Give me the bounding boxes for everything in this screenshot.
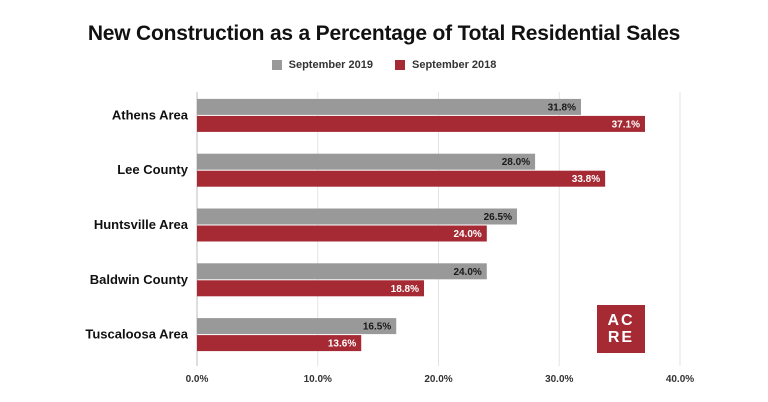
category-label-baldwin-county: Baldwin County xyxy=(90,272,189,287)
x-tick-label-2: 20.0% xyxy=(424,374,452,385)
logo-line-2: RE xyxy=(607,329,635,346)
chart-title: New Construction as a Percentage of Tota… xyxy=(87,22,681,45)
bar-september-2019-athens-area xyxy=(197,98,581,115)
bar-september-2018-huntsville-area xyxy=(197,225,487,242)
legend-swatch-2018 xyxy=(395,60,405,70)
data-label-september-2019-athens-area: 31.8% xyxy=(548,102,576,113)
bar-september-2019-baldwin-county xyxy=(197,263,487,280)
logo-line-1: AC xyxy=(607,312,635,329)
data-label-september-2019-lee-county: 28.0% xyxy=(502,157,530,168)
category-label-athens-area: Athens Area xyxy=(112,107,189,122)
legend-item-2018: September 2018 xyxy=(395,59,496,71)
bar-september-2019-lee-county xyxy=(197,153,536,170)
bar-september-2018-tuscaloosa-area xyxy=(197,335,362,352)
x-tick-label-0: 0.0% xyxy=(186,374,209,385)
category-label-lee-county: Lee County xyxy=(117,162,189,177)
bar-september-2019-tuscaloosa-area xyxy=(197,318,397,335)
data-label-september-2019-baldwin-county: 24.0% xyxy=(453,267,481,278)
legend-item-2019: September 2019 xyxy=(271,59,373,71)
chart-legend: September 2019 September 2018 xyxy=(0,59,768,71)
legend-label-2019: September 2019 xyxy=(288,59,373,71)
legend-swatch-2019 xyxy=(271,60,282,70)
x-tick-label-4: 40.0% xyxy=(666,374,694,385)
data-label-september-2018-athens-area: 37.1% xyxy=(612,119,640,130)
bar-september-2019-huntsville-area xyxy=(197,208,517,225)
legend-label-2018: September 2018 xyxy=(412,59,497,71)
category-label-huntsville-area: Huntsville Area xyxy=(94,217,189,232)
data-label-september-2018-lee-county: 33.8% xyxy=(572,174,600,185)
bar-september-2018-baldwin-county xyxy=(197,280,425,297)
bar-september-2018-athens-area xyxy=(197,115,645,132)
data-label-september-2018-tuscaloosa-area: 13.6% xyxy=(328,339,356,350)
acre-logo: AC RE xyxy=(597,305,645,353)
bar-september-2018-lee-county xyxy=(197,170,606,187)
category-label-tuscaloosa-area: Tuscaloosa Area xyxy=(85,327,188,342)
data-label-september-2019-tuscaloosa-area: 16.5% xyxy=(363,322,391,333)
x-tick-label-3: 30.0% xyxy=(545,374,573,385)
data-label-september-2019-huntsville-area: 26.5% xyxy=(484,212,512,223)
data-label-september-2018-huntsville-area: 24.0% xyxy=(453,229,481,240)
x-tick-label-1: 10.0% xyxy=(304,374,332,385)
data-label-september-2018-baldwin-county: 18.8% xyxy=(391,284,419,295)
